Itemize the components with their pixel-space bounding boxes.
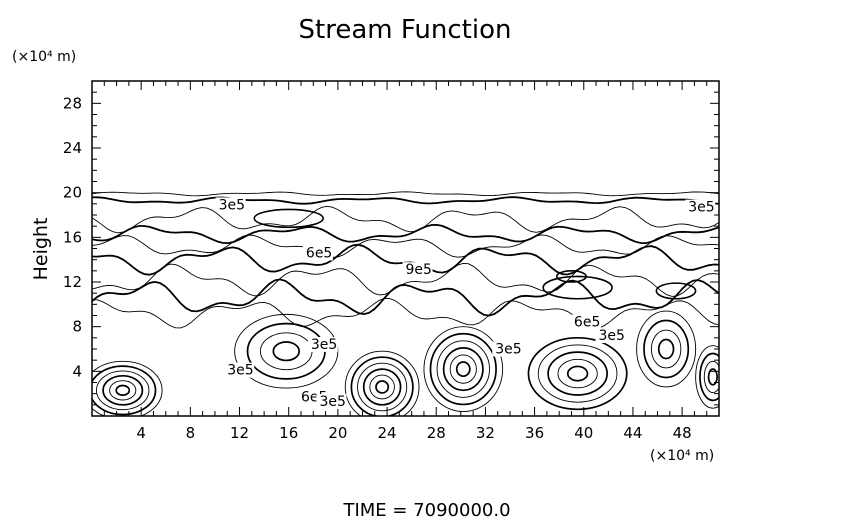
- contour-value-label: 3e5: [227, 363, 253, 379]
- vortex-contour: [657, 338, 675, 360]
- x-tick-label: 40: [574, 424, 593, 442]
- x-tick-label: 44: [623, 424, 642, 442]
- contour-value-label: 3e5: [495, 341, 521, 357]
- chart-title: Stream Function: [299, 15, 512, 45]
- x-tick-label: 4: [136, 424, 146, 442]
- contour-value-label: 3e5: [688, 200, 714, 216]
- y-tick-label: 24: [63, 139, 82, 157]
- contour-value-label: 3e5: [311, 337, 337, 353]
- vortex-contour: [442, 347, 484, 392]
- contour-value-label: 3e5: [219, 197, 245, 213]
- y-tick-label: 4: [72, 362, 82, 380]
- vortex-contour: [92, 360, 163, 416]
- y-tick-label: 28: [63, 94, 82, 112]
- vortex-contour: [527, 336, 628, 411]
- vortex-contour: [357, 362, 408, 412]
- layer-contour: [92, 278, 719, 317]
- contour-label-bg: [492, 341, 523, 357]
- layer-contour: [92, 223, 719, 245]
- x-tick-label: 28: [427, 424, 446, 442]
- plot-frame: [91, 80, 720, 417]
- layer-contour: [92, 205, 719, 234]
- contour-value-label: 9e5: [406, 262, 432, 278]
- layer-contour: [92, 191, 719, 197]
- vortex-contour: [455, 361, 471, 378]
- x-tick-label: 32: [476, 424, 495, 442]
- contour-label-bg: [307, 337, 338, 352]
- contour-label-bg: [595, 328, 626, 344]
- contour-label-bg: [570, 314, 601, 330]
- vortex-contour: [636, 310, 697, 388]
- contour-label-bg: [402, 262, 433, 278]
- x-tick-label: 16: [279, 424, 298, 442]
- vortex-contour: [92, 365, 157, 416]
- vortex-contour: [109, 380, 137, 401]
- contour-label-bg: [302, 245, 333, 261]
- contour-value-label: 3e5: [319, 394, 345, 410]
- contour-lines: [92, 191, 719, 416]
- y-tick-labels: 4 8 12 16 20 24 28: [63, 94, 82, 380]
- contour-label-bg: [316, 393, 347, 409]
- y-axis-title: Height: [30, 218, 52, 281]
- layer-contour: [92, 262, 719, 297]
- vortex-contour: [375, 380, 390, 394]
- vortex-contour: [557, 358, 598, 389]
- vortex-contour: [102, 374, 144, 406]
- x-unit-label: (×10⁴ m): [650, 448, 714, 464]
- vortex-contour: [344, 350, 420, 416]
- layer-contour: [92, 196, 719, 205]
- vortex-contour: [547, 351, 608, 396]
- vortex-contour: [449, 354, 477, 384]
- x-tick-label: 36: [525, 424, 544, 442]
- vortex-contour: [272, 341, 301, 362]
- x-tick-label: 20: [328, 424, 347, 442]
- vortex-contour: [650, 329, 682, 369]
- x-tick-label: 24: [378, 424, 397, 442]
- contour-value-label: 3e5: [599, 328, 625, 344]
- upper-cell-contour: [555, 270, 588, 283]
- vortex-contour: [707, 368, 719, 386]
- vortex-contour: [537, 344, 618, 403]
- vortex-contour: [429, 332, 497, 406]
- vortex-contour: [703, 360, 719, 393]
- upper-cell-contour: [253, 208, 324, 229]
- x-tick-labels: 4 8 12 16 20 24 28 32 36 40 44 48: [136, 424, 691, 442]
- contour-label-bg: [685, 199, 716, 215]
- y-tick-label: 8: [72, 318, 82, 336]
- vortex-contour: [115, 384, 131, 397]
- vortex-contour: [423, 326, 504, 412]
- vortex-contour: [234, 313, 339, 389]
- vortex-contour: [369, 374, 395, 400]
- vortex-contour: [362, 368, 402, 406]
- vortex-contour: [436, 340, 490, 398]
- vortex-contour: [96, 370, 150, 411]
- vortex-contour: [566, 365, 589, 382]
- vortex-contour: [350, 356, 414, 416]
- upper-cell-contour: [655, 282, 697, 300]
- layer-contour: [92, 234, 719, 258]
- x-tick-label: 12: [230, 424, 249, 442]
- layer-contour: [92, 298, 719, 329]
- y-tick-label: 16: [63, 228, 82, 246]
- contour-label-bg: [224, 362, 255, 378]
- y-tick-label: 20: [63, 184, 82, 202]
- x-tick-label: 48: [673, 424, 692, 442]
- vortex-contour: [695, 345, 719, 409]
- contour-value-label: 6e5: [306, 245, 332, 261]
- y-tick-label: 12: [63, 273, 82, 291]
- vortex-contour: [259, 332, 313, 371]
- x-tick-label: 8: [186, 424, 196, 442]
- contour-label-bg: [215, 197, 246, 213]
- y-unit-label: (×10⁴ m): [12, 49, 76, 65]
- vortex-contour: [699, 352, 719, 402]
- contour-value-label: 6e5: [574, 315, 600, 331]
- upper-cell-contour: [542, 275, 613, 300]
- axis-ticks: [92, 81, 719, 416]
- time-label: TIME = 7090000.0: [342, 500, 510, 519]
- vortex-contour: [643, 319, 690, 379]
